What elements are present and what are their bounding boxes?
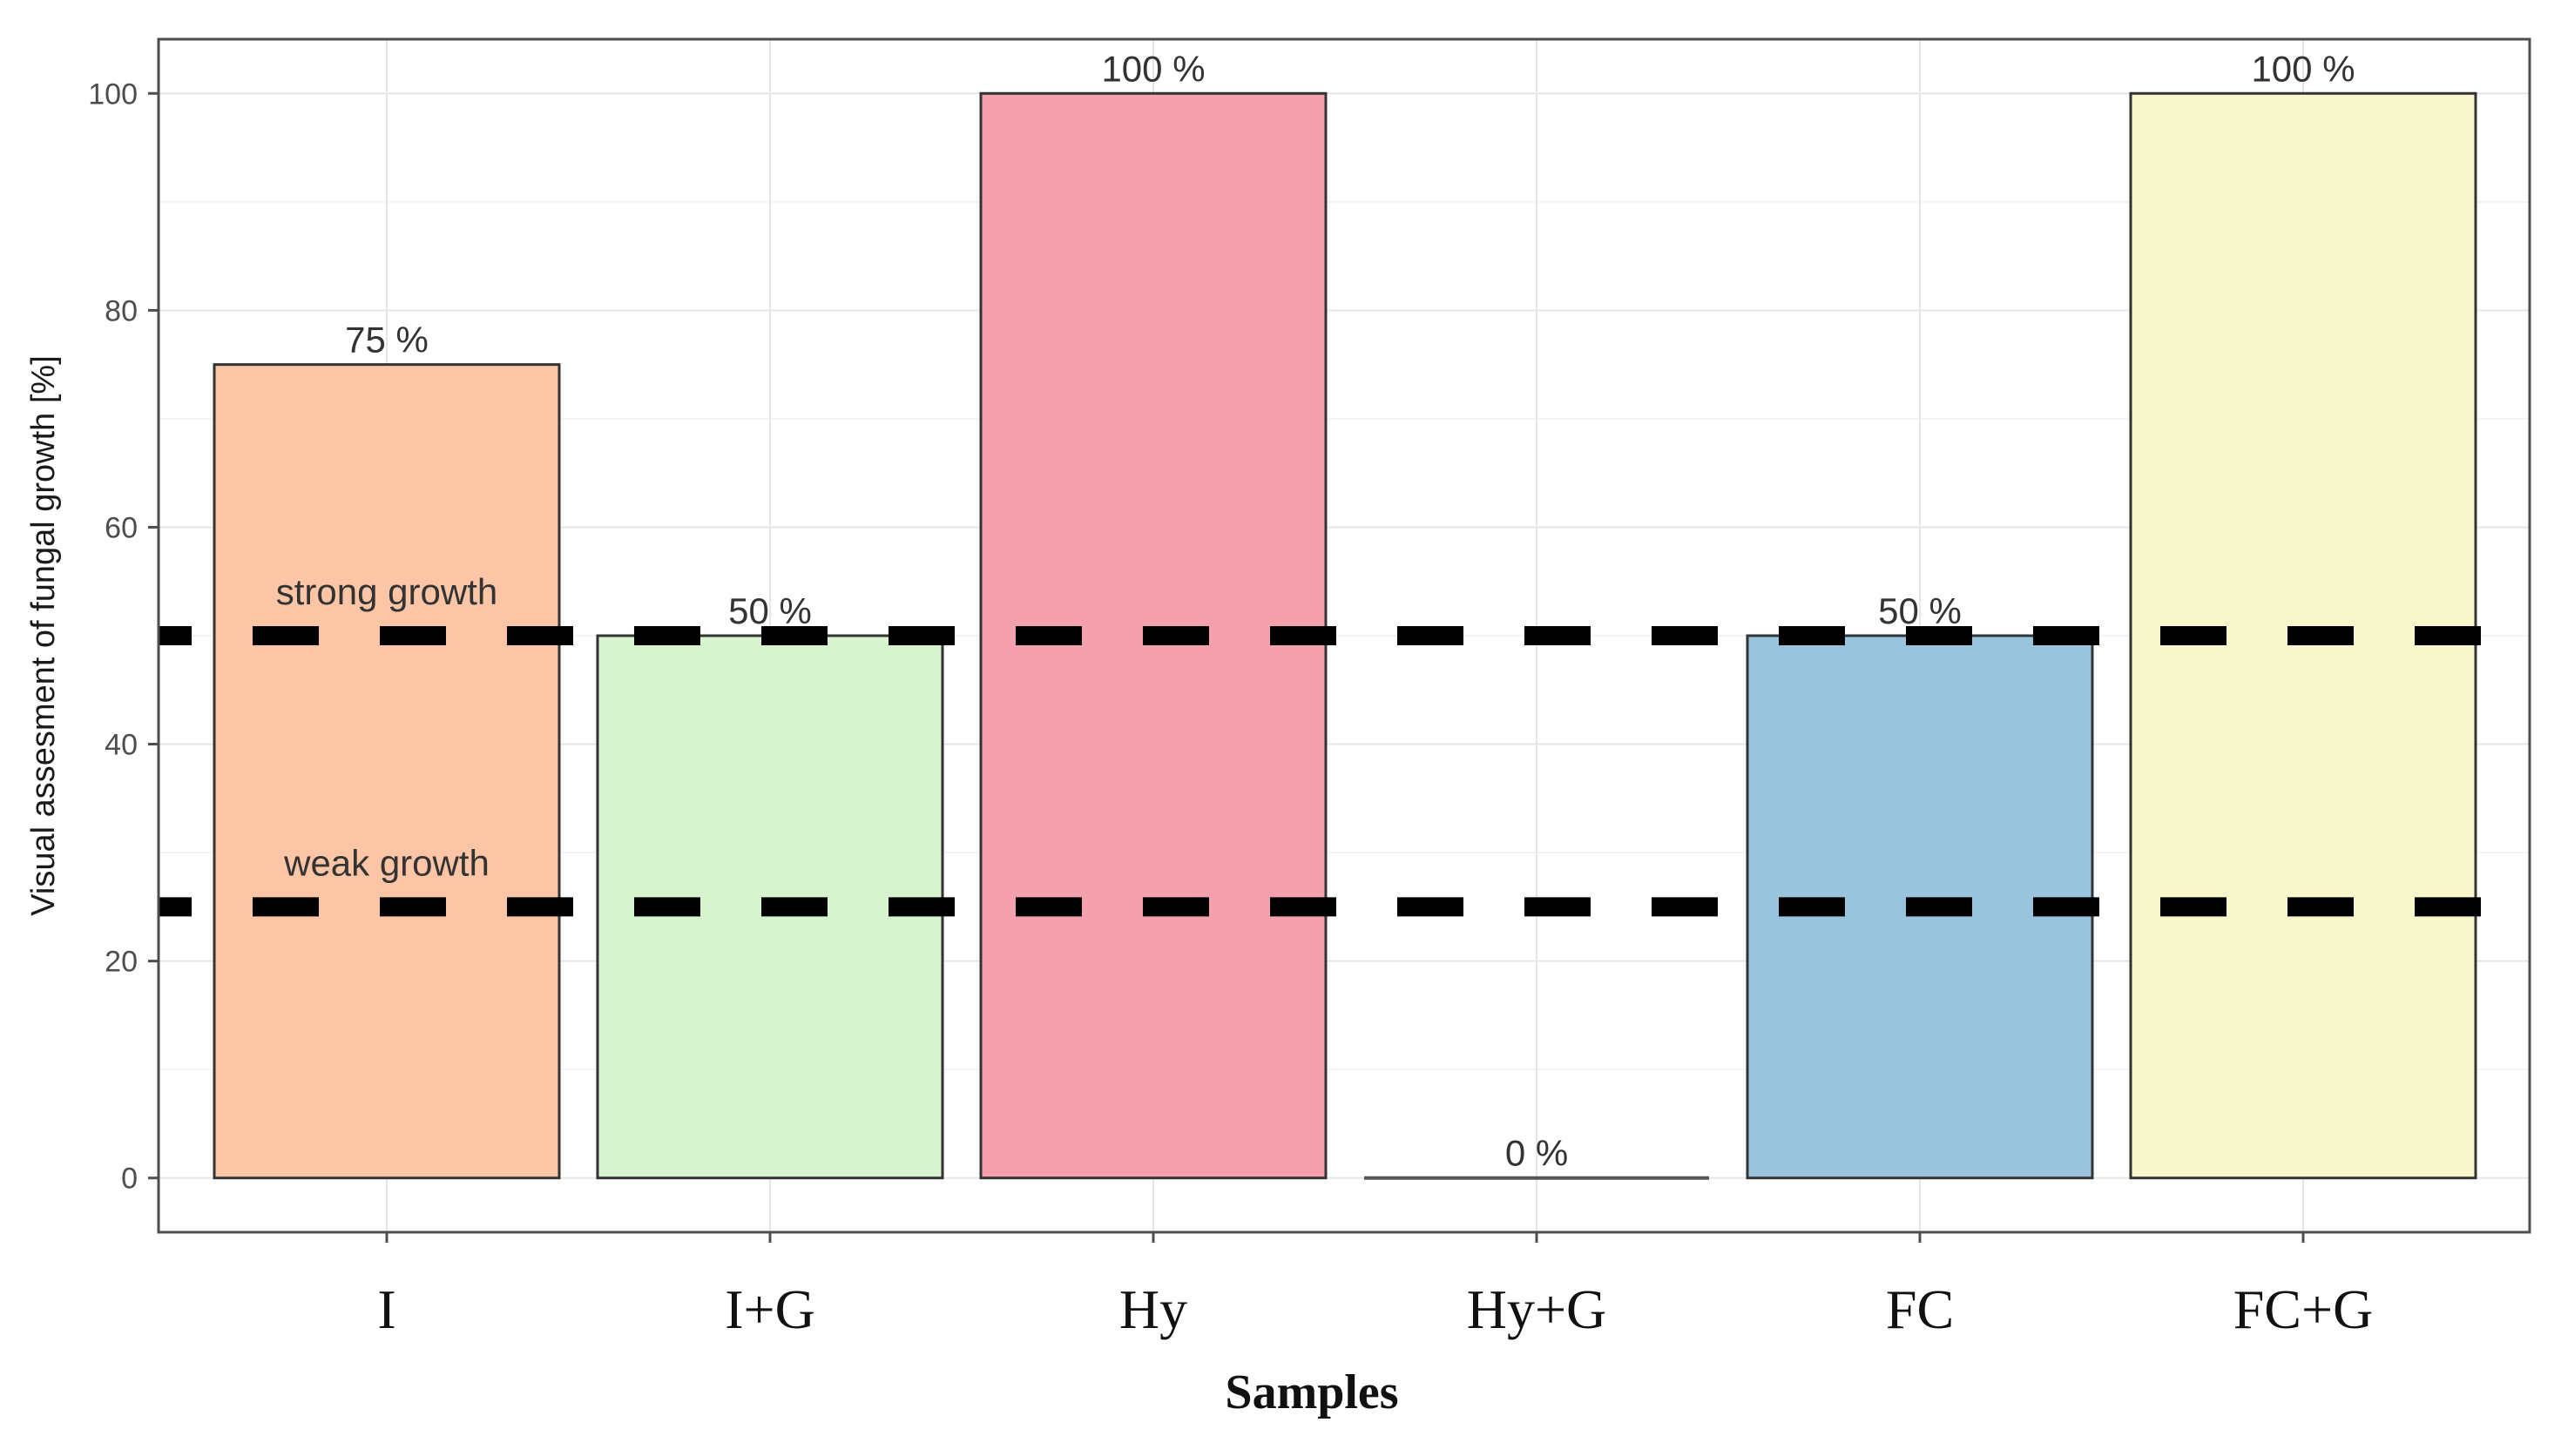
y-tick-label: 100 <box>88 78 138 111</box>
plot-panel-border <box>157 37 2531 1234</box>
x-tick-label: Hy <box>1119 1278 1187 1340</box>
y-tick-label: 0 <box>121 1163 138 1196</box>
y-axis-title: Visual assesment of fungal growth [%] <box>25 355 62 916</box>
x-axis-title: Samples <box>1225 1365 1398 1419</box>
bar-value-label: 50 % <box>728 590 812 631</box>
y-tick-label: 40 <box>105 729 138 762</box>
bar-value-label: 50 % <box>1878 590 1962 631</box>
y-tick-label: 60 <box>105 511 138 544</box>
y-tick-label: 80 <box>105 294 138 327</box>
axis-ticks-layer: 0 20 40 60 80 100 I I+G Hy Hy+G FC FC+G <box>88 78 2373 1340</box>
x-tick-label: Hy+G <box>1467 1278 1607 1340</box>
labels-layer: 75 % 50 % 100 % 0 % 50 % 100 % strong growth we… <box>276 48 2355 1173</box>
bar-value-label: 0 % <box>1505 1133 1568 1174</box>
reference-lines-layer <box>159 626 2530 917</box>
y-tick-label: 20 <box>105 946 138 979</box>
bar-i <box>213 363 561 1180</box>
bar-value-label: 100 % <box>2251 48 2355 89</box>
x-tick-label: I+G <box>725 1278 815 1340</box>
x-tick-label: FC <box>1886 1278 1954 1340</box>
bar-value-label: 100 % <box>1101 48 1205 89</box>
bar-value-label: 75 % <box>345 320 429 361</box>
x-tick-label: FC+G <box>2233 1278 2374 1340</box>
reference-line-label: strong growth <box>276 571 497 612</box>
x-tick-label: I <box>377 1278 395 1340</box>
reference-line-label: weak growth <box>283 842 490 883</box>
